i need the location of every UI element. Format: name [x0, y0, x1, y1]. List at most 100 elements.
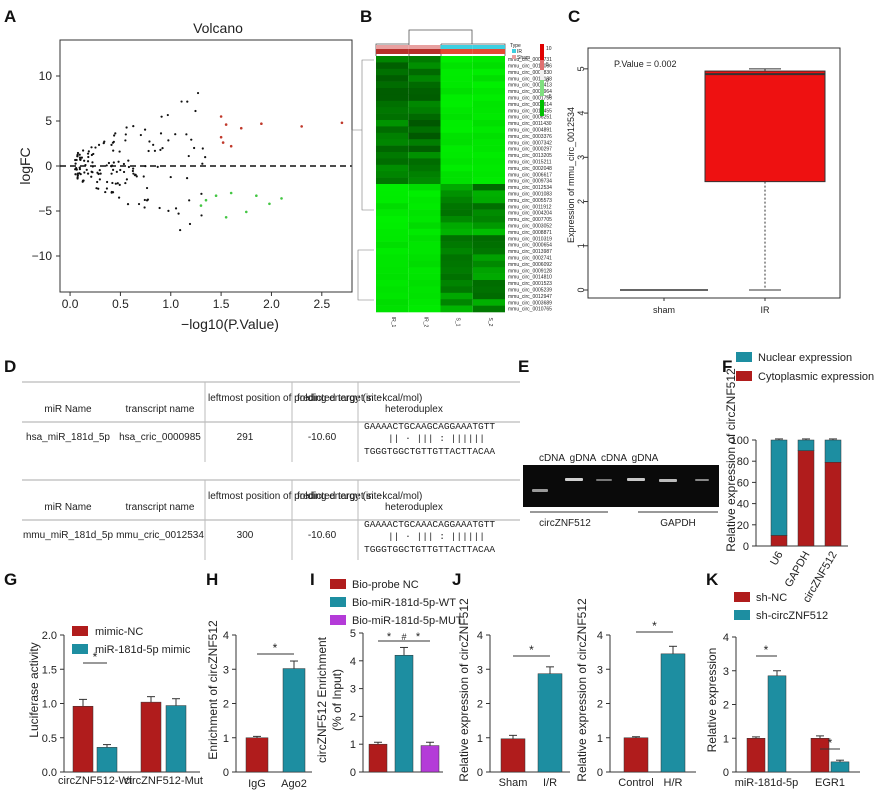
- volcano-point: [97, 143, 101, 146]
- heatmap-cell: [440, 196, 473, 204]
- volcano-up-point: [224, 123, 228, 126]
- table-header-position: leftmost position of predicted target si…: [208, 491, 382, 502]
- g-y-label: Luciferase activity: [27, 642, 41, 737]
- volcano-point: [196, 91, 200, 95]
- heatmap-cell: [440, 299, 473, 306]
- volcano-point: [86, 152, 90, 155]
- heatmap-cell: [408, 260, 441, 268]
- panel-label-j: J: [452, 570, 461, 589]
- heatmap-row-label: mmu_circ_0013987: [508, 249, 552, 255]
- heatmap-col-label: IR_1: [390, 317, 396, 328]
- volcano-point: [142, 175, 145, 178]
- panel-label-a: A: [4, 7, 16, 26]
- boxplot-y-label: Expression of mmu_circ_0012534: [566, 107, 576, 243]
- heatmap-cell: [440, 216, 473, 223]
- heatmap-scale-step: [540, 44, 544, 60]
- volcano-point: [75, 158, 78, 162]
- volcano-point: [204, 156, 207, 159]
- knockdown-chart: Relative expression 0 1 2 3 4 miR-181d-5p EGR1…: [705, 592, 860, 789]
- heatmap-cell: [408, 305, 441, 313]
- heatmap-cell: [472, 171, 505, 178]
- volcano-point: [83, 159, 86, 162]
- volcano-point: [125, 126, 128, 129]
- table-cell-transcript: mmu_cric_0012534: [116, 530, 204, 541]
- j1-x-label: I/R: [543, 777, 557, 789]
- volcano-up-point: [221, 141, 225, 144]
- heatmap-cell: [472, 94, 505, 102]
- table-cell-energy: -10.60: [308, 432, 337, 443]
- heatmap-cell: [472, 280, 505, 287]
- heatmap-row-label: mmu_circ_0011430: [508, 121, 552, 127]
- heatmap-type-bar-2: [440, 49, 473, 54]
- table-header-position: leftmost position of predicted target si…: [208, 393, 382, 404]
- heatmap-row-label: mmu_circ_0012188: [508, 76, 552, 82]
- volcano-point: [97, 187, 100, 190]
- heatmap-scale-step: [540, 80, 544, 96]
- f-bar-cytoplasmic: [797, 450, 815, 547]
- heatmap-cell: [408, 107, 441, 114]
- y-tick-label: 2: [350, 711, 356, 723]
- heatmap-cell: [472, 100, 505, 108]
- heatmap-cell: [472, 152, 505, 159]
- heatmap-cell: [472, 75, 505, 82]
- heatmap-cell: [440, 280, 473, 287]
- volcano-point: [180, 100, 183, 103]
- heatmap-cell: [440, 286, 473, 294]
- volcano-point: [90, 146, 93, 149]
- heatmap-cell: [472, 299, 505, 306]
- heatmap-type-bar: [440, 45, 473, 49]
- k-bar: [746, 738, 766, 773]
- volcano-point: [116, 182, 119, 185]
- heatmap-cell: [376, 145, 409, 153]
- target-site-table: miR Name transcript name leftmost position…: [22, 381, 520, 560]
- heatmap-cell: [472, 292, 505, 300]
- heatmap-cell: [440, 305, 473, 313]
- volcano-point: [110, 190, 113, 194]
- y-tick-label: 0: [477, 767, 483, 779]
- i-y-label-line1: circZNF512 Enrichment: [315, 636, 329, 763]
- heatmap-cell: [376, 100, 409, 108]
- heatmap-cell: [472, 113, 505, 121]
- table-duplex-bottom: TGGGTGGCTGTTGTTACTTACAA: [364, 446, 495, 457]
- table-header-energy: folding energy (in −kcal/mol): [297, 491, 422, 502]
- heatmap-cell: [440, 292, 473, 300]
- heatmap-cell: [440, 171, 473, 178]
- volcano-point: [105, 187, 109, 190]
- heatmap-cell: [472, 267, 505, 274]
- y-tick-label: 3: [477, 664, 483, 676]
- volcano-point: [76, 151, 80, 155]
- volcano-point: [87, 155, 90, 159]
- heatmap-cell: [376, 292, 409, 300]
- i-legend-label: Bio-miR-181d-5p-MUT: [352, 615, 463, 627]
- y-tick-label: 0: [223, 767, 229, 779]
- heatmap-row-label: mmu_circ_0003052: [508, 224, 552, 230]
- k-x-label: miR-181d-5p: [735, 777, 799, 789]
- heatmap-cell: [472, 248, 505, 255]
- volcano-point: [117, 196, 121, 199]
- heatmap-cell: [408, 216, 441, 223]
- gel-lane-label: cDNA: [539, 453, 565, 464]
- k-bar: [767, 675, 787, 773]
- heatmap-cell: [408, 280, 441, 287]
- heatmap-cell: [408, 196, 441, 204]
- volcano-point: [78, 168, 82, 171]
- y-tick-label: 1: [723, 733, 729, 745]
- heatmap-cell: [440, 68, 473, 76]
- volcano-point: [131, 169, 134, 173]
- heatmap-cell: [408, 145, 441, 153]
- volcano-down-point: [199, 204, 203, 207]
- volcano-point: [86, 172, 90, 175]
- table-header-heteroduplex: heteroduplex: [385, 404, 443, 415]
- j1-bar: [537, 673, 563, 773]
- volcano-point: [105, 180, 109, 184]
- volcano-point: [80, 156, 83, 159]
- y-tick-label: 0: [743, 541, 749, 553]
- heatmap-row-label: mmu_circ_0013205: [508, 153, 552, 159]
- heatmap-cell: [472, 139, 505, 146]
- heatmap-scale-label: 5: [546, 62, 549, 68]
- j2-x-label: Control: [618, 777, 653, 789]
- volcano-point: [76, 176, 79, 179]
- heatmap-cell: [408, 184, 441, 191]
- y-tick-label: 0.5: [42, 733, 57, 745]
- heatmap-scale-step: [540, 70, 544, 86]
